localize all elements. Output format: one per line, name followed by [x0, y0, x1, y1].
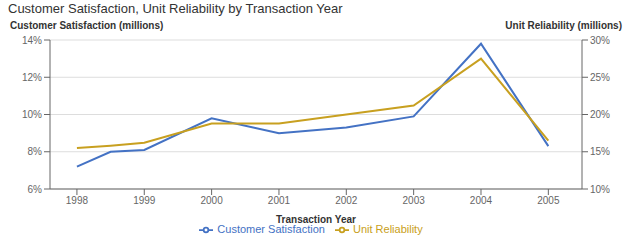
- html-text:Unit Reliability: Unit Reliability: [353, 223, 423, 235]
- svg-text:2001: 2001: [268, 195, 291, 206]
- svg-text:30%: 30%: [590, 35, 610, 46]
- svg-text:2002: 2002: [335, 195, 358, 206]
- svg-text:1998: 1998: [66, 195, 89, 206]
- html-text:Customer Satisfaction, Unit Re: Customer Satisfaction, Unit Reliability …: [8, 1, 343, 16]
- svg-text:2004: 2004: [470, 195, 493, 206]
- svg-text:6%: 6%: [28, 184, 43, 195]
- svg-text:25%: 25%: [590, 72, 610, 83]
- svg-text:10%: 10%: [590, 184, 610, 195]
- html-text:Unit Reliability (millions): Unit Reliability (millions): [505, 20, 622, 31]
- svg-text:12%: 12%: [22, 72, 42, 83]
- svg-text:2000: 2000: [200, 195, 223, 206]
- html-text:Customer Satisfaction (million: Customer Satisfaction (millions): [10, 20, 164, 31]
- svg-text:14%: 14%: [22, 35, 42, 46]
- html-text:Customer Satisfaction: Customer Satisfaction: [217, 223, 325, 235]
- svg-text:1999: 1999: [133, 195, 156, 206]
- svg-text:Transaction Year: Transaction Year: [276, 214, 356, 225]
- svg-text:15%: 15%: [590, 146, 610, 157]
- svg-text:20%: 20%: [590, 109, 610, 120]
- svg-text:2005: 2005: [537, 195, 560, 206]
- svg-text:10%: 10%: [22, 109, 42, 120]
- svg-text:8%: 8%: [28, 146, 43, 157]
- svg-text:2003: 2003: [403, 195, 426, 206]
